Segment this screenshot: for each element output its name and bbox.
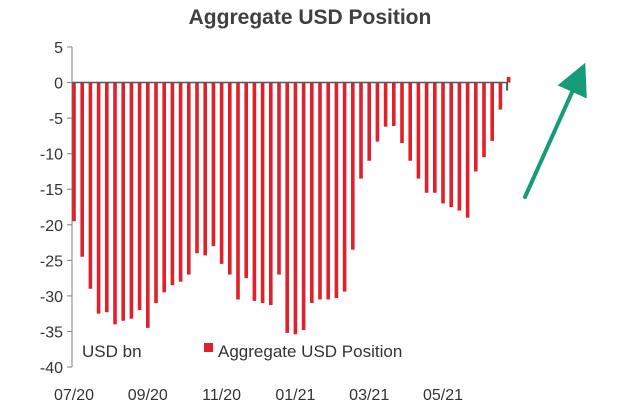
bar bbox=[351, 82, 355, 250]
bar bbox=[375, 82, 380, 142]
bar bbox=[334, 82, 339, 299]
y-tick-label: -40 bbox=[40, 360, 63, 377]
bar bbox=[105, 82, 109, 313]
unit-label: USD bn bbox=[82, 342, 142, 361]
latest-marker bbox=[506, 82, 509, 91]
x-tick-label: 01/21 bbox=[275, 387, 315, 404]
bar bbox=[342, 82, 347, 292]
bars bbox=[72, 76, 511, 335]
bar bbox=[121, 82, 125, 321]
bar bbox=[293, 82, 298, 335]
bar bbox=[203, 82, 207, 256]
bar bbox=[498, 82, 503, 110]
bar bbox=[441, 82, 445, 204]
bar bbox=[162, 82, 166, 293]
bar bbox=[178, 82, 183, 282]
legend: USD bn Aggregate USD Position bbox=[82, 342, 402, 361]
bar bbox=[187, 82, 191, 275]
bar bbox=[244, 82, 248, 279]
bar bbox=[96, 82, 101, 314]
bar bbox=[80, 82, 84, 257]
x-tick-label: 11/20 bbox=[202, 387, 241, 404]
bar bbox=[285, 82, 289, 333]
bar bbox=[465, 82, 470, 218]
x-axis: 07/20 09/20 11/20 01/21 03/21 05/21 bbox=[54, 387, 463, 404]
bar bbox=[113, 82, 117, 325]
bar bbox=[301, 82, 306, 331]
bar bbox=[137, 82, 142, 311]
y-axis: 5 0 -5 -10 -15 -20 -25 -30 -35 -40 bbox=[40, 40, 73, 377]
bar bbox=[326, 82, 330, 300]
y-tick-label: -10 bbox=[40, 147, 63, 164]
bar bbox=[482, 82, 486, 158]
bar bbox=[310, 82, 314, 303]
x-tick-label: 05/21 bbox=[423, 387, 463, 404]
legend-entry: Aggregate USD Position bbox=[218, 342, 402, 361]
bar bbox=[474, 82, 478, 172]
bar bbox=[219, 82, 224, 264]
chart-title: Aggregate USD Position bbox=[188, 6, 432, 29]
y-tick-label: 5 bbox=[54, 40, 63, 57]
bar bbox=[195, 82, 199, 254]
bar bbox=[392, 82, 396, 126]
bar bbox=[252, 82, 257, 301]
y-tick-label: -20 bbox=[40, 218, 63, 235]
bar bbox=[449, 82, 453, 207]
bar bbox=[211, 82, 216, 247]
bar bbox=[236, 82, 240, 300]
bar bbox=[318, 82, 322, 300]
bar bbox=[359, 82, 363, 179]
bar bbox=[88, 82, 93, 289]
bar bbox=[146, 82, 150, 328]
bar bbox=[506, 76, 511, 83]
x-tick-label: 09/20 bbox=[128, 387, 168, 404]
bar bbox=[400, 82, 404, 143]
bar bbox=[129, 82, 134, 319]
bar bbox=[260, 82, 265, 303]
x-tick-label: 07/20 bbox=[54, 387, 94, 404]
legend-swatch bbox=[204, 343, 213, 352]
bar bbox=[457, 82, 462, 211]
y-tick-label: -35 bbox=[40, 324, 63, 341]
bar bbox=[424, 82, 429, 193]
bar bbox=[383, 82, 388, 127]
bar bbox=[433, 82, 437, 193]
y-tick-label: -30 bbox=[40, 289, 63, 306]
y-tick-label: -5 bbox=[49, 111, 63, 128]
bar bbox=[408, 82, 412, 161]
bar bbox=[367, 82, 371, 161]
bar bbox=[154, 82, 158, 303]
bar bbox=[277, 82, 281, 275]
trend-arrow-icon bbox=[523, 62, 587, 199]
y-tick-label: -15 bbox=[40, 182, 63, 199]
bar bbox=[72, 82, 76, 222]
bar bbox=[269, 82, 273, 306]
bar bbox=[228, 82, 232, 275]
x-tick-label: 03/21 bbox=[349, 387, 389, 404]
bar bbox=[416, 82, 421, 179]
bar bbox=[170, 82, 175, 286]
y-tick-label: 0 bbox=[54, 76, 63, 93]
y-tick-label: -25 bbox=[40, 253, 63, 270]
bar bbox=[490, 82, 494, 141]
